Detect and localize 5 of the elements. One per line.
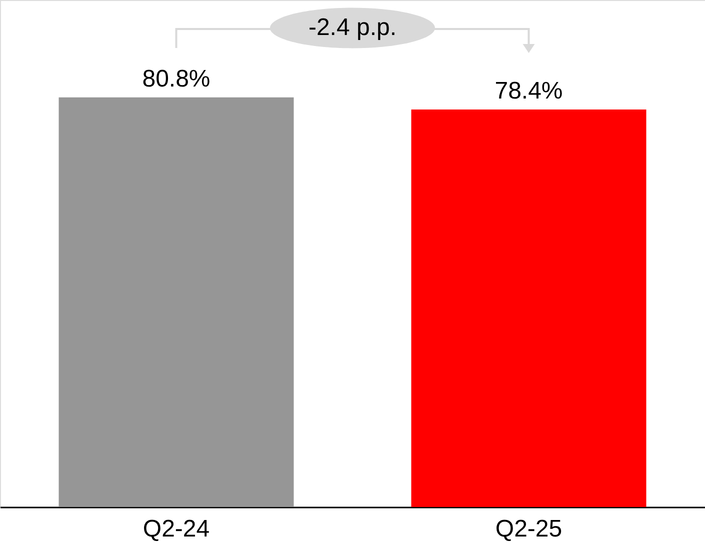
x-tick-label: Q2-24 xyxy=(142,516,210,542)
data-label: 80.8% xyxy=(142,65,210,92)
x-tick-label: Q2-25 xyxy=(495,516,562,542)
data-label: 78.4% xyxy=(494,78,563,105)
annotation: -2.4 p.p. xyxy=(308,14,397,41)
